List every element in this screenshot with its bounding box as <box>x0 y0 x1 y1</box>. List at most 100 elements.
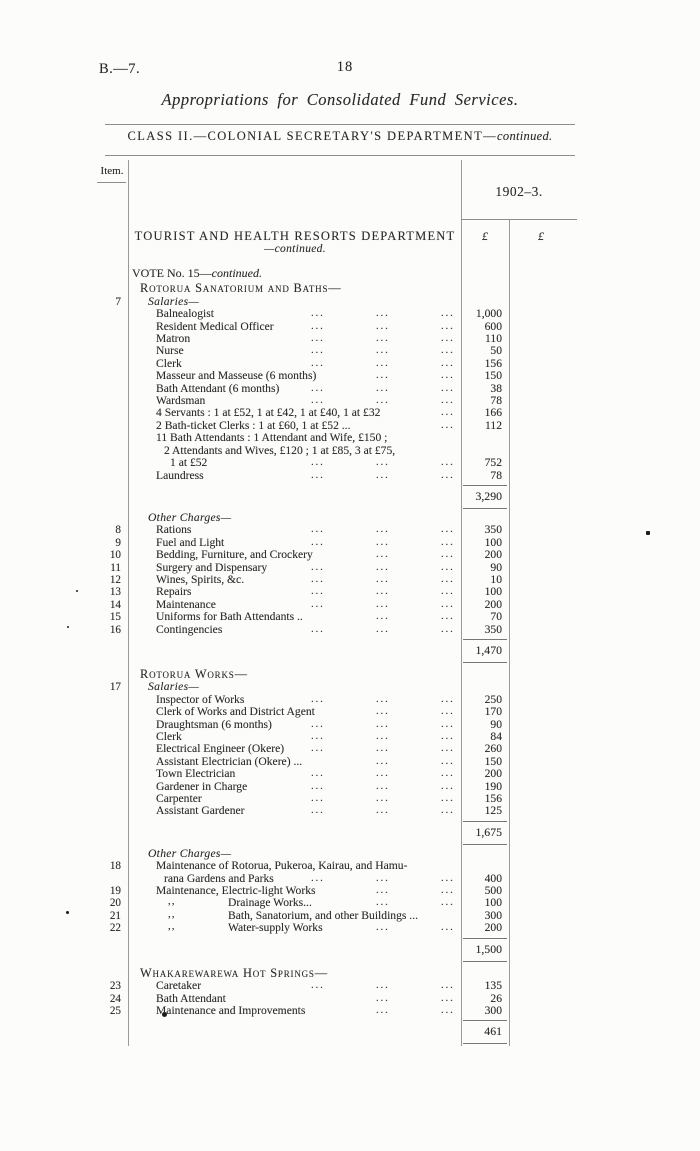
dot-leader: ... <box>376 742 390 755</box>
row-label: Water-supply Works <box>228 921 323 935</box>
table-row: 14 Maintenance......... 200 <box>110 597 509 611</box>
row-label: Clerk <box>156 356 182 370</box>
dot-leader: ... <box>311 622 325 635</box>
dot-leader: ... <box>441 560 455 573</box>
amount-value: 135 <box>484 979 502 993</box>
table-row: Laundress......... 78 <box>128 468 509 482</box>
table-row: Resident Medical Officer......... 600 <box>128 319 509 333</box>
row-label: Salaries— <box>148 680 200 694</box>
dot-leader: ... <box>311 523 325 536</box>
table-row: Masseur and Masseuse (6 months)...... 150 <box>128 369 509 382</box>
dot-leader: ... <box>376 344 390 357</box>
row-label: Bath, Sanatorium, and other Buildings ..… <box>228 908 418 922</box>
table-row: 19 Maintenance, Electric-light Works.....… <box>110 884 509 898</box>
subtotal-amount: 1,675 <box>475 824 502 839</box>
dot-leader: ... <box>311 560 325 573</box>
subtotal-rule-bottom <box>463 661 507 663</box>
department-heading: TOURIST AND HEALTH RESORTS DEPARTMENT <box>134 229 456 243</box>
amount-value: 300 <box>484 1003 502 1017</box>
row-label: Maintenance and Improvements <box>156 1003 306 1017</box>
dot-leader: ... <box>311 381 325 394</box>
amount-value: 90 <box>490 560 502 574</box>
item-number: 10 <box>109 549 121 562</box>
table-row: Draughtsman (6 months)......... 90 <box>128 717 509 731</box>
amount-value: 78 <box>490 394 502 408</box>
amount-value: 600 <box>484 319 502 333</box>
item-number: 16 <box>109 623 121 636</box>
dot-leader: ... <box>441 319 455 332</box>
row-label: Other Charges— <box>148 510 232 524</box>
item-number: 22 <box>109 922 121 935</box>
row-label: Laundress <box>156 468 204 482</box>
dot-leader: ... <box>376 356 390 369</box>
dot-leader: ... <box>311 585 325 598</box>
amount-value: 752 <box>484 456 502 470</box>
dot-leader: ... <box>441 705 455 718</box>
amount-value: 1,000 <box>475 307 502 321</box>
subtotal-row: 1,675 <box>128 818 509 848</box>
item-number: 12 <box>109 573 121 586</box>
table-row: 22,, Water-supply Works...... 200 <box>110 920 509 935</box>
row-label: Bath Attendant <box>156 991 226 1005</box>
dot-leader: ... <box>376 369 390 382</box>
table-row: 8 Rations......... 350 <box>115 523 509 536</box>
dot-leader: ... <box>376 921 390 934</box>
table-row: 2 Attendants and Wives, £120 ; 1 at £85,… <box>128 444 509 457</box>
dot-leader: ... <box>441 369 455 382</box>
amount-value: 78 <box>490 468 502 482</box>
amount-value: 300 <box>484 908 502 922</box>
ink-speck <box>162 1012 167 1017</box>
row-label: Drainage Works... <box>228 896 312 910</box>
dot-leader: ... <box>441 468 455 481</box>
row-label-continued: continued. <box>211 266 262 280</box>
item-number: 14 <box>109 598 121 611</box>
row-label: VOTE No. 15—continued. <box>132 266 262 280</box>
dot-leader: ... <box>376 754 390 767</box>
amount-value: 10 <box>490 572 502 586</box>
row-label: Resident Medical Officer <box>156 319 274 333</box>
dot-leader: ... <box>311 307 325 320</box>
class-heading: CLASS II.—COLONIAL SECRETARY'S DEPARTMEN… <box>105 129 575 144</box>
document-title: Appropriations for Consolidated Fund Ser… <box>161 90 519 109</box>
ink-speck <box>66 911 69 914</box>
dot-leader: ... <box>441 572 455 585</box>
dot-leader: ... <box>376 717 390 730</box>
dot-leader: ... <box>441 332 455 345</box>
dot-leader: ... <box>441 344 455 357</box>
row-label: Wardsman <box>156 394 206 408</box>
subtotal-row: 1,470 <box>128 636 509 666</box>
table-row: 4 Servants : 1 at £52, 1 at £42, 1 at £4… <box>128 406 509 419</box>
row-label: Assistant Electrician (Okere) ... <box>156 754 303 768</box>
dot-leader: ... <box>376 705 390 718</box>
row-label: Matron <box>156 332 191 346</box>
item-column-header: Item. <box>100 165 124 177</box>
year-column-header: 1902–3. <box>495 184 543 199</box>
dot-leader: ... <box>311 535 325 548</box>
amount-value: 156 <box>484 356 502 370</box>
row-label: Assistant Gardener <box>156 804 245 818</box>
subtotal-rule-bottom <box>463 960 507 962</box>
doc-reference: B.—7. <box>99 61 141 77</box>
row-label: Maintenance, Electric-light Works <box>156 884 316 898</box>
table-row: 17 Salaries— <box>110 680 509 694</box>
dot-leader: ... <box>441 535 455 548</box>
amount-value: 50 <box>490 344 502 358</box>
dot-leader: ... <box>311 692 325 705</box>
item-number: 23 <box>109 980 121 993</box>
dot-leader: ... <box>311 979 325 992</box>
dot-leader: ... <box>441 356 455 369</box>
dot-leader: ... <box>376 871 390 884</box>
item-number: 17 <box>109 681 121 694</box>
row-label: Other Charges— <box>148 846 232 860</box>
row-label: Inspector of Works <box>156 692 245 706</box>
subtotal-row: 1,500 <box>128 935 509 965</box>
item-number: 15 <box>109 611 121 624</box>
dot-leader: ... <box>311 597 325 610</box>
dot-leader: ... <box>311 344 325 357</box>
row-label: Surgery and Dispensary <box>156 560 268 574</box>
dot-leader: ... <box>441 979 455 992</box>
dot-leader: ... <box>311 792 325 805</box>
dot-leader: ... <box>376 456 390 469</box>
dot-leader: ... <box>441 548 455 561</box>
table-row: 12 Wines, Spirits, &c.......... 10 <box>110 572 509 586</box>
